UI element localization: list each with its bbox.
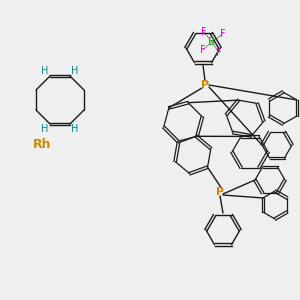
Text: P: P: [216, 187, 224, 197]
Text: H: H: [71, 124, 79, 134]
Text: F: F: [216, 48, 222, 58]
Text: B: B: [208, 37, 216, 47]
Text: F: F: [201, 27, 206, 37]
Text: Rh: Rh: [33, 139, 51, 152]
Text: F: F: [200, 45, 206, 55]
Text: P: P: [201, 80, 209, 90]
Text: F: F: [220, 28, 226, 38]
Text: H: H: [71, 66, 79, 76]
Text: H: H: [41, 66, 49, 76]
Text: H: H: [41, 124, 49, 134]
